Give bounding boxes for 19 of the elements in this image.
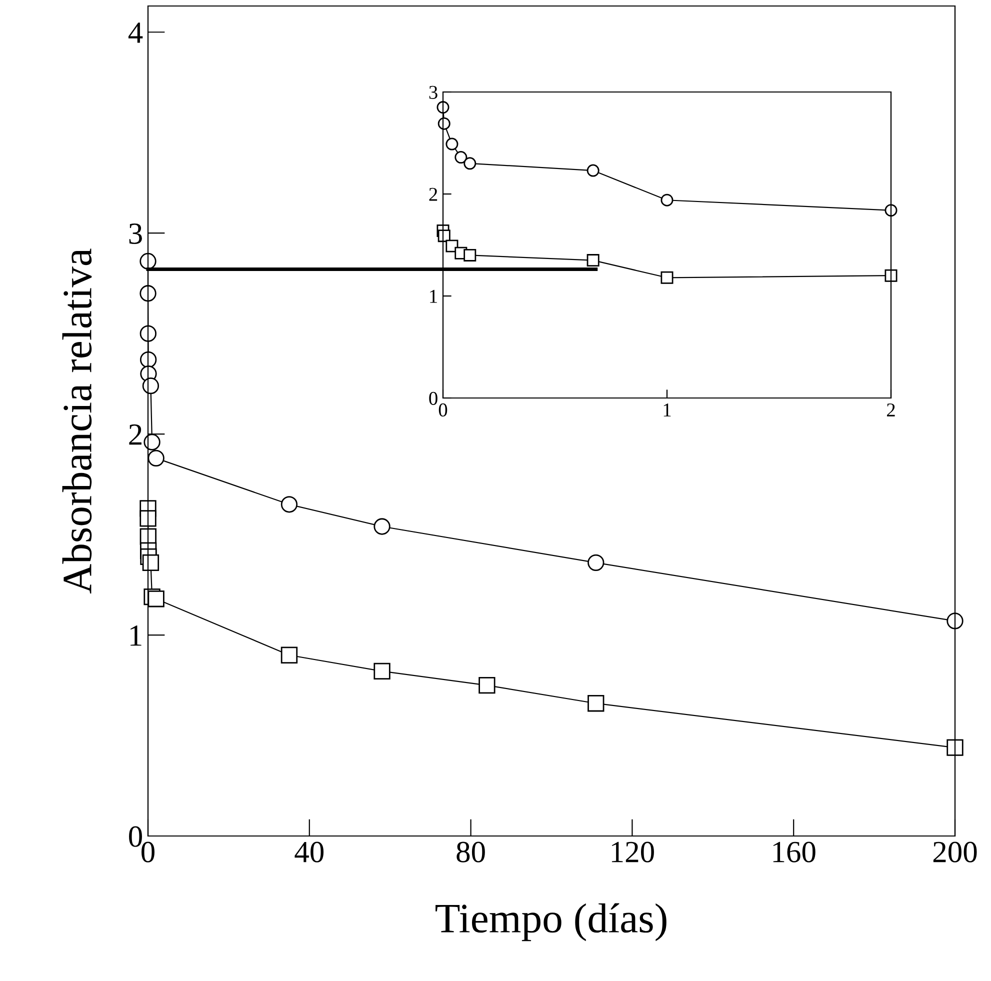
x-tick-label: 2 bbox=[886, 403, 895, 416]
x-tick-label: 200 bbox=[933, 842, 977, 862]
y-tick-label: 2 bbox=[129, 424, 142, 445]
y-tick-label: 3 bbox=[129, 223, 142, 244]
x-tick-label: 0 bbox=[438, 403, 448, 417]
y-tick-label: 3 bbox=[429, 86, 438, 99]
y-tick-label: 0 bbox=[129, 826, 142, 847]
x-axis-title: Tiempo (días) bbox=[436, 903, 666, 942]
y-tick-label: 1 bbox=[430, 290, 437, 303]
x-tick-label: 80 bbox=[456, 842, 485, 862]
y-tick-label: 1 bbox=[130, 625, 142, 646]
y-tick-label: 0 bbox=[429, 392, 438, 405]
y-axis-title: Absorbancia relativa bbox=[62, 248, 92, 594]
x-tick-label: 40 bbox=[294, 842, 324, 862]
y-tick-label: 4 bbox=[128, 22, 143, 43]
x-tick-label: 120 bbox=[612, 842, 654, 862]
x-tick-label: 160 bbox=[773, 842, 816, 862]
y-tick-label: 2 bbox=[429, 188, 438, 201]
x-tick-label: 1 bbox=[664, 404, 671, 416]
